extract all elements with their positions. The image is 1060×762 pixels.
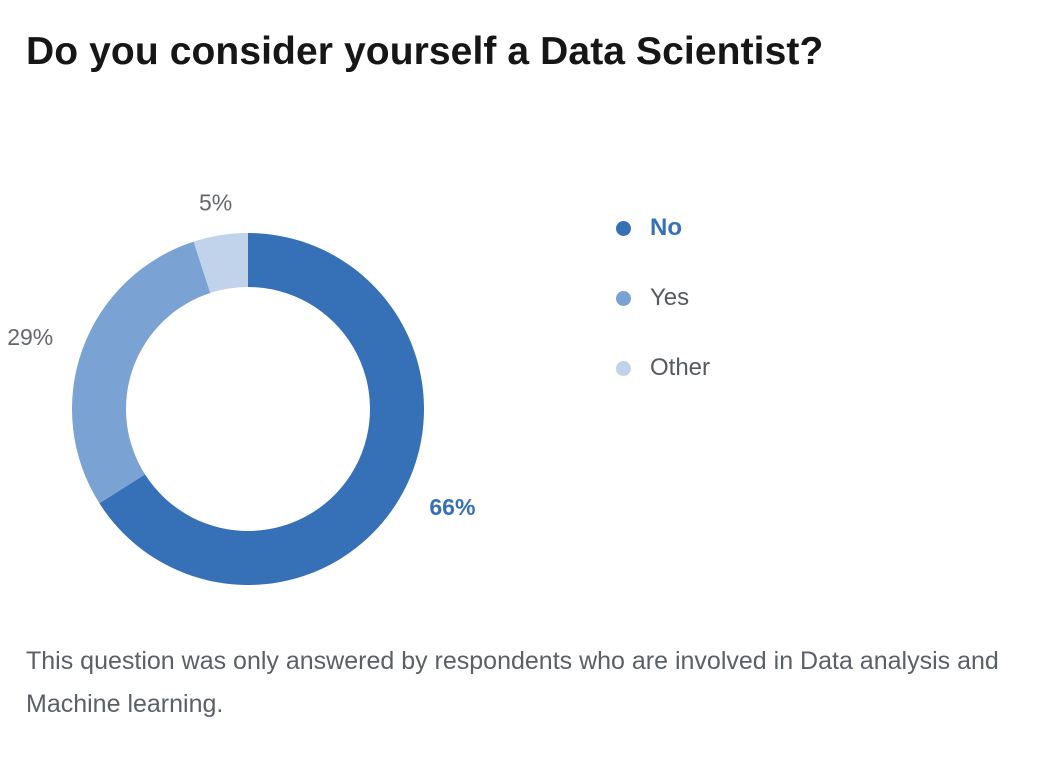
legend-swatch-other [616, 360, 631, 376]
legend-item-other[interactable]: Other [616, 348, 710, 388]
chart-footnote: This question was only answered by respo… [26, 647, 999, 718]
donut-slice-yes[interactable] [72, 241, 211, 504]
donut-slice-no[interactable] [99, 233, 425, 586]
slice-label-other: 5% [199, 190, 232, 216]
chart-title: Do you consider yourself a Data Scientis… [26, 30, 824, 73]
legend-item-no[interactable]: No [616, 208, 710, 248]
donut-slice-other[interactable] [193, 233, 248, 293]
legend-swatch-yes [616, 290, 631, 306]
slice-label-no: 66% [429, 494, 475, 520]
legend-label-other: Other [650, 354, 711, 381]
legend-swatch-no [616, 220, 631, 236]
legend-label-no: No [650, 214, 682, 241]
slice-label-yes: 29% [7, 324, 53, 350]
legend-item-yes[interactable]: Yes [616, 278, 710, 318]
legend-label-yes: Yes [650, 284, 690, 311]
chart-legend: No Yes Other [616, 208, 710, 418]
